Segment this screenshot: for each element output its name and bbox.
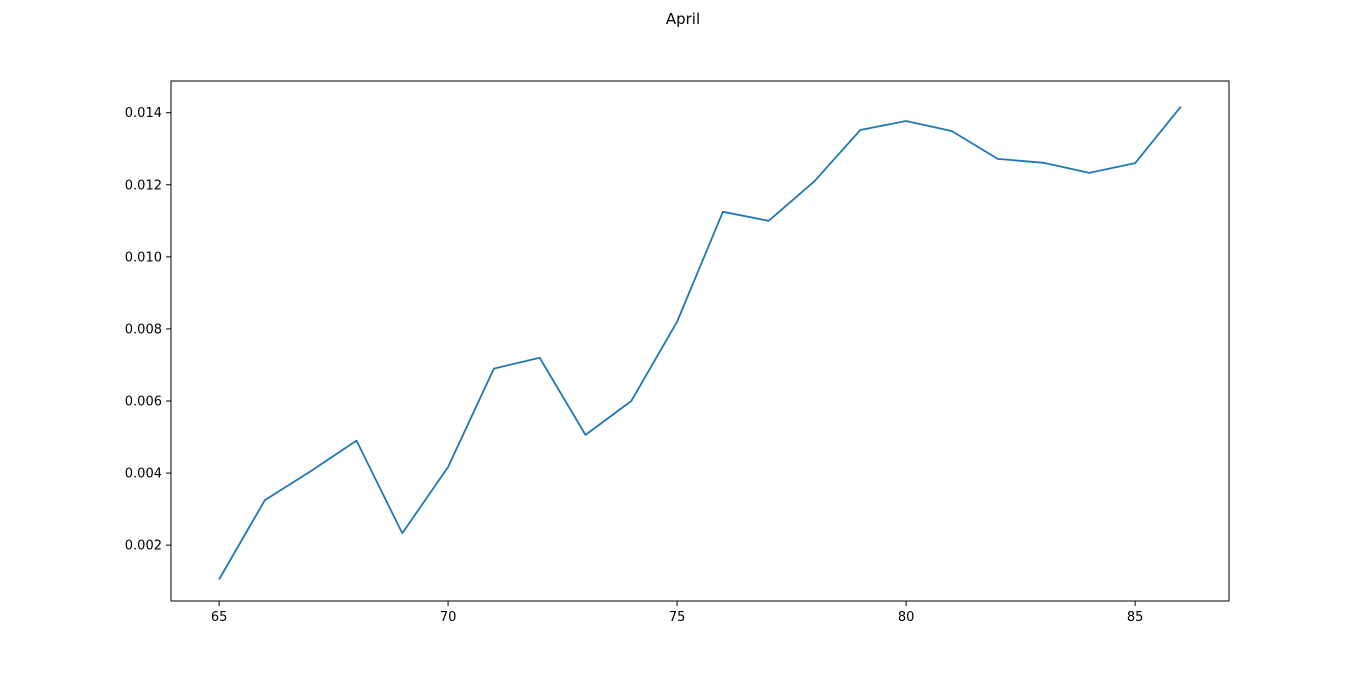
chart-title: April: [665, 10, 701, 28]
x-axis: 65 70 75 80 85: [211, 601, 1144, 625]
series-line: [218, 106, 1182, 580]
series-layer: [218, 106, 1182, 580]
x-tick-label: 70: [440, 610, 457, 625]
y-tick-label: 0.004: [125, 467, 162, 482]
y-tick-label: 0.008: [125, 322, 162, 337]
x-tick-label: 65: [211, 610, 228, 625]
x-tick-label: 80: [898, 610, 915, 625]
y-tick-label: 0.014: [125, 106, 162, 121]
x-tick-label: 75: [669, 610, 686, 625]
x-tick-label: 85: [1127, 610, 1144, 625]
y-tick-label: 0.012: [125, 178, 162, 193]
y-tick-label: 0.010: [125, 250, 162, 265]
y-tick-label: 0.002: [125, 539, 162, 554]
y-axis: 0.002 0.004 0.006 0.008 0.010 0.012 0.014: [125, 106, 171, 554]
y-tick-label: 0.006: [125, 395, 162, 410]
plot-area: [170, 80, 1230, 602]
